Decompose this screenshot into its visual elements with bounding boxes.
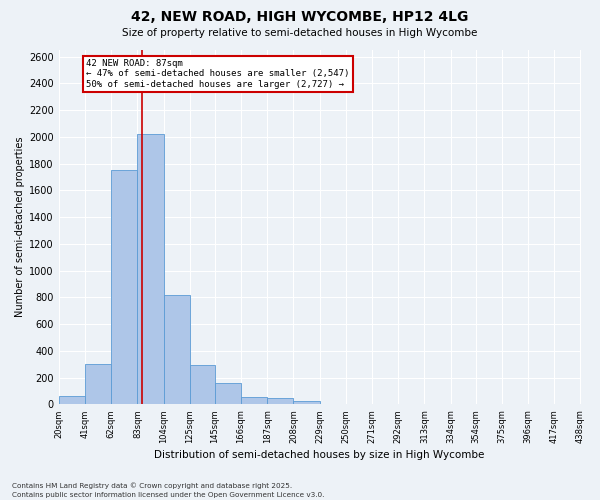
Bar bbox=[137, 134, 164, 404]
Text: 42 NEW ROAD: 87sqm
← 47% of semi-detached houses are smaller (2,547)
50% of semi: 42 NEW ROAD: 87sqm ← 47% of semi-detache… bbox=[86, 59, 350, 88]
Text: Size of property relative to semi-detached houses in High Wycombe: Size of property relative to semi-detach… bbox=[122, 28, 478, 38]
Text: Contains public sector information licensed under the Open Government Licence v3: Contains public sector information licen… bbox=[12, 492, 325, 498]
Bar bbox=[190, 365, 215, 405]
Text: Contains HM Land Registry data © Crown copyright and database right 2025.: Contains HM Land Registry data © Crown c… bbox=[12, 482, 292, 489]
Bar bbox=[59, 396, 85, 404]
Bar bbox=[164, 296, 190, 405]
Bar bbox=[85, 364, 111, 405]
Bar bbox=[293, 401, 320, 404]
Text: 42, NEW ROAD, HIGH WYCOMBE, HP12 4LG: 42, NEW ROAD, HIGH WYCOMBE, HP12 4LG bbox=[131, 10, 469, 24]
Bar bbox=[111, 170, 137, 404]
Y-axis label: Number of semi-detached properties: Number of semi-detached properties bbox=[15, 137, 25, 318]
Bar bbox=[215, 383, 241, 404]
Bar bbox=[241, 397, 267, 404]
X-axis label: Distribution of semi-detached houses by size in High Wycombe: Distribution of semi-detached houses by … bbox=[154, 450, 485, 460]
Bar bbox=[267, 398, 293, 404]
